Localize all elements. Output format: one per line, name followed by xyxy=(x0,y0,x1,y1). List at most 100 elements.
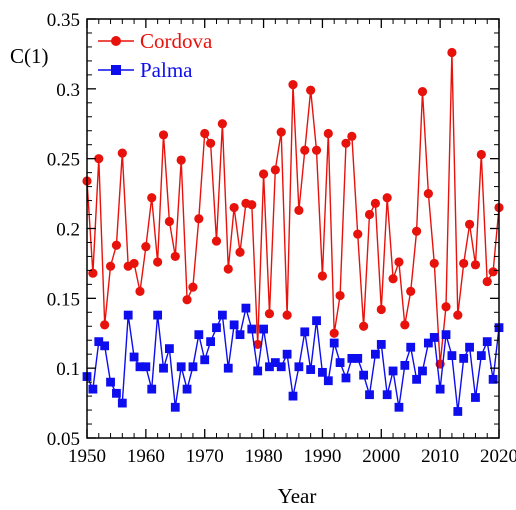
palma-point xyxy=(253,366,263,376)
cordova-point xyxy=(188,282,198,292)
legend: Cordova Palma xyxy=(98,29,213,82)
y-tick-label: 0.35 xyxy=(47,10,80,31)
cordova-point xyxy=(429,258,439,269)
palma-point xyxy=(288,391,298,401)
palma-point xyxy=(147,384,157,394)
palma-point xyxy=(341,373,351,383)
cordova-point xyxy=(317,271,328,281)
y-tick-label: 0.1 xyxy=(56,359,80,380)
legend-label-palma: Palma xyxy=(140,58,193,82)
cordova-point xyxy=(147,193,157,203)
palma-point xyxy=(141,362,151,372)
palma-point xyxy=(318,367,327,377)
cordova-point xyxy=(394,257,404,267)
cordova-point xyxy=(311,145,322,155)
cordova-point xyxy=(253,339,263,350)
cordova-point xyxy=(364,209,375,220)
cordova-point xyxy=(135,286,145,296)
x-tick-label: 2010 xyxy=(421,446,459,467)
cordova-point xyxy=(329,328,339,338)
cordova-point xyxy=(359,321,369,331)
cordova-point xyxy=(235,247,245,257)
cordova-point xyxy=(270,165,280,175)
palma-point xyxy=(170,402,180,412)
palma-point xyxy=(359,370,369,380)
cordova-point xyxy=(182,295,192,305)
cordova-point xyxy=(258,169,269,179)
cordova-point xyxy=(294,205,304,215)
palma-point xyxy=(217,310,227,320)
palma-point xyxy=(294,362,304,372)
palma-point xyxy=(241,303,251,313)
palma-point xyxy=(135,362,145,372)
cordova-point xyxy=(194,214,204,224)
palma-point xyxy=(165,344,174,354)
cordova-point xyxy=(388,274,398,284)
palma-point xyxy=(212,323,221,333)
palma-point xyxy=(441,330,451,340)
cordova-point xyxy=(223,264,233,274)
palma-point xyxy=(465,342,474,352)
palma-point xyxy=(259,324,268,334)
cordova-point xyxy=(247,200,257,210)
cordova-point xyxy=(447,47,457,58)
palma-point xyxy=(112,388,121,398)
palma-point xyxy=(159,363,168,373)
cordova-point xyxy=(94,154,104,164)
cordova-point xyxy=(282,310,292,320)
cordova-point xyxy=(141,242,151,252)
cordova-point xyxy=(129,258,139,269)
y-tick-label: 0.15 xyxy=(47,289,80,310)
y-axis-label: C(1) xyxy=(10,44,49,68)
cordova-point xyxy=(441,302,451,312)
cordova-point xyxy=(105,261,116,271)
palma-point xyxy=(282,349,292,359)
cordova-point xyxy=(488,267,498,277)
palma-point xyxy=(106,377,115,387)
palma-point xyxy=(382,390,392,400)
cordova-point xyxy=(111,240,122,250)
cordova-point xyxy=(276,127,286,137)
cordova-point xyxy=(158,130,169,140)
cordova-point xyxy=(406,286,416,296)
cordova-point xyxy=(423,188,433,199)
x-tick-label: 2020 xyxy=(480,446,516,467)
series-cordova xyxy=(82,47,504,369)
cordova-point xyxy=(470,260,481,270)
legend-label-cordova: Cordova xyxy=(140,29,213,53)
cordova-point xyxy=(464,219,475,229)
palma-point xyxy=(306,365,316,374)
palma-point xyxy=(265,362,274,372)
palma-point xyxy=(400,360,410,370)
palma-point xyxy=(117,398,127,408)
cordova-point xyxy=(200,128,210,139)
cordova-point xyxy=(211,236,222,246)
palma-point xyxy=(247,324,257,334)
palma-point xyxy=(394,402,404,412)
cordova-point xyxy=(229,202,239,213)
x-tick-label: 2000 xyxy=(362,446,400,467)
palma-point xyxy=(323,376,333,386)
x-tick-label: 1950 xyxy=(68,446,106,467)
cordova-point xyxy=(382,193,392,203)
cordova-point xyxy=(476,149,486,160)
palma-point xyxy=(129,352,139,362)
palma-point xyxy=(276,362,286,372)
y-tick-label: 0.2 xyxy=(56,220,80,241)
palma-point xyxy=(406,342,416,352)
palma-point xyxy=(200,355,210,365)
palma-point xyxy=(100,341,110,351)
axis-ticks: 1950 1960 1970 1980 1990 2000 2010 2020 0.05 0.1 0… xyxy=(47,10,516,467)
palma-point xyxy=(235,330,245,340)
legend-marker-palma xyxy=(111,65,121,75)
palma-point xyxy=(365,390,374,400)
cordova-point xyxy=(176,155,186,165)
palma-point xyxy=(347,353,357,363)
cordova-point xyxy=(453,310,463,320)
palma-point xyxy=(423,338,433,348)
cordova-point xyxy=(417,87,428,97)
palma-point xyxy=(176,362,186,372)
palma-point xyxy=(312,316,321,326)
cordova-point xyxy=(370,198,380,208)
